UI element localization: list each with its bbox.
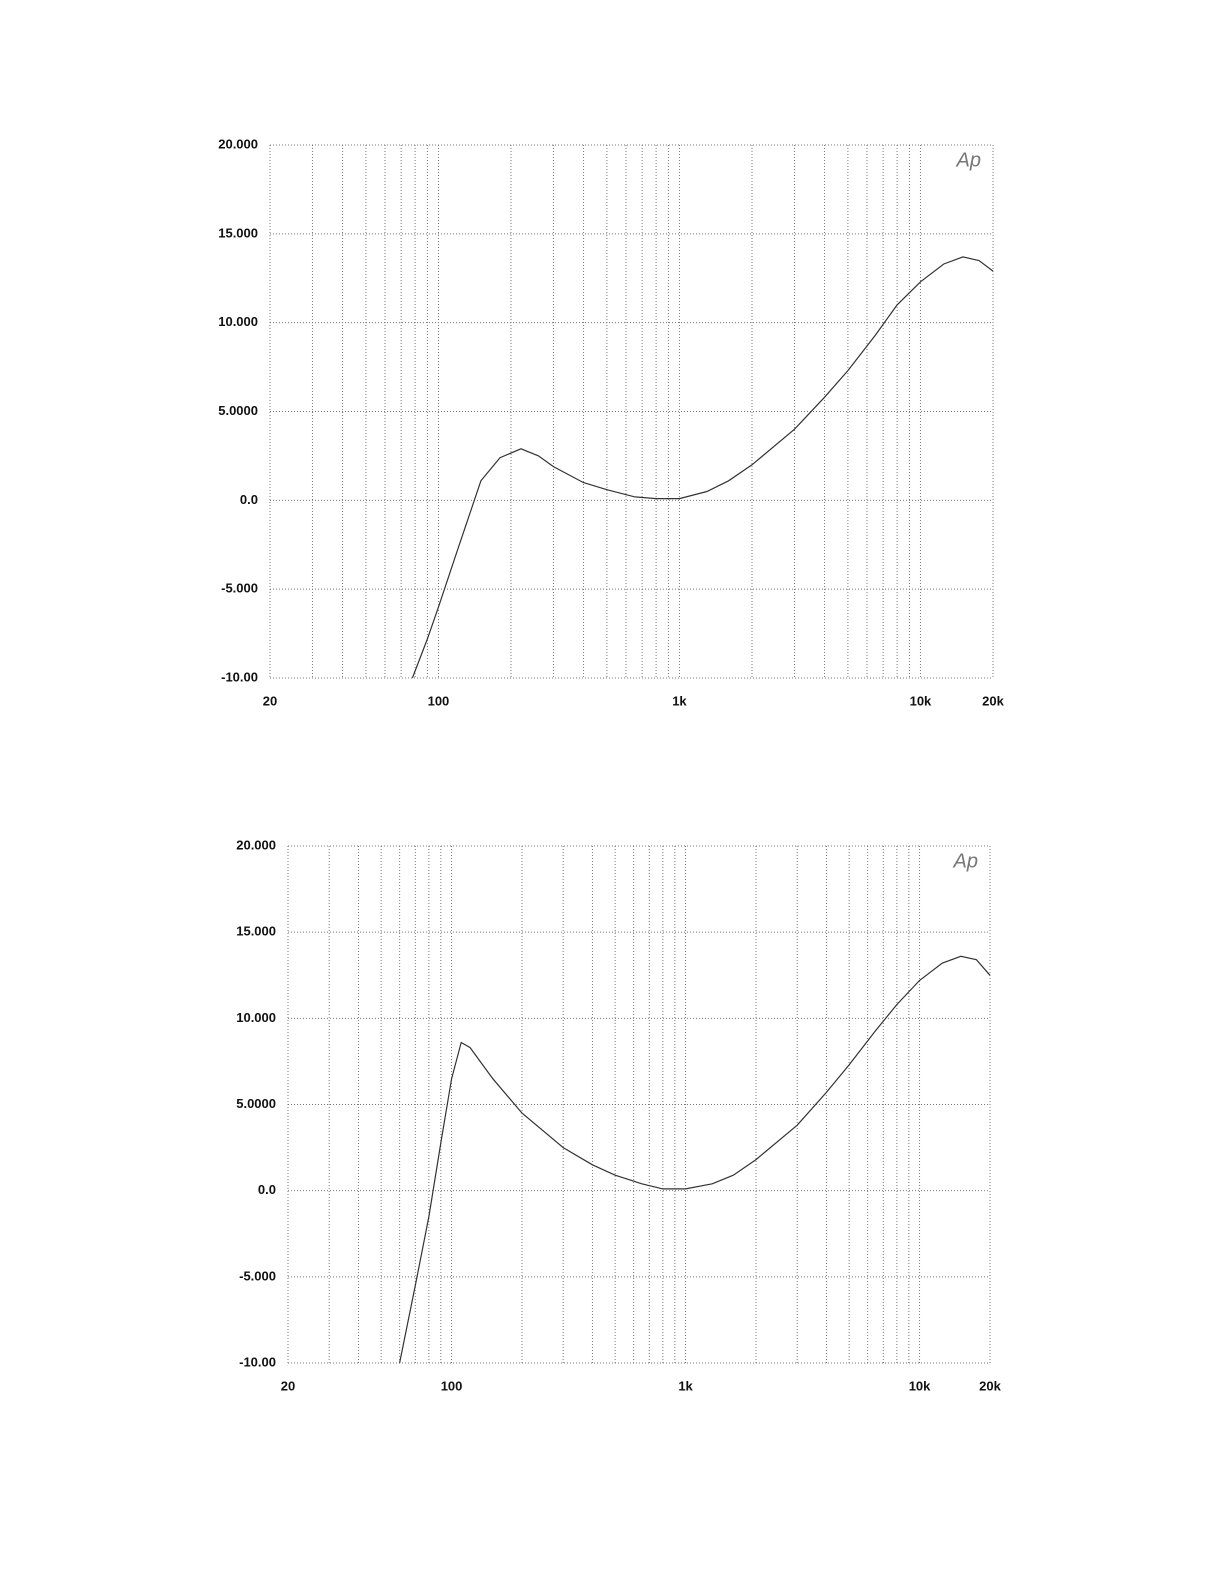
x-tick-label: 20 [281, 1378, 295, 1393]
y-tick-label: 5.0000 [218, 403, 258, 418]
annotation: Ap [953, 850, 978, 872]
y-tick-label: 0.0 [258, 1182, 276, 1197]
response-curve [411, 256, 994, 679]
y-tick-label: -5.000 [239, 1268, 276, 1283]
y-tick-label: 0.0 [240, 492, 258, 507]
response-curve [399, 955, 991, 1364]
y-tick-label: 20.000 [236, 837, 276, 852]
x-tick-label: 20 [263, 693, 277, 708]
y-tick-label: 10.000 [218, 314, 258, 329]
y-tick-label: 20.000 [218, 136, 258, 151]
x-tick-label: 20k [979, 1378, 1001, 1393]
x-tick-label: 100 [441, 1378, 463, 1393]
y-tick-label: -10.00 [239, 1354, 276, 1369]
x-tick-label: 1k [678, 1378, 693, 1393]
y-tick-label: 15.000 [218, 225, 258, 240]
x-tick-label: 1k [672, 693, 687, 708]
x-tick-label: 100 [428, 693, 450, 708]
y-tick-label: -10.00 [221, 669, 258, 684]
annotation: Ap [956, 149, 981, 171]
x-tick-label: 20k [982, 693, 1004, 708]
x-tick-label: 10k [909, 1378, 931, 1393]
y-tick-label: 15.000 [236, 924, 276, 939]
y-tick-label: 10.000 [236, 1010, 276, 1025]
x-tick-label: 10k [910, 693, 932, 708]
y-tick-label: 5.0000 [236, 1096, 276, 1111]
y-tick-label: -5.000 [221, 581, 258, 596]
